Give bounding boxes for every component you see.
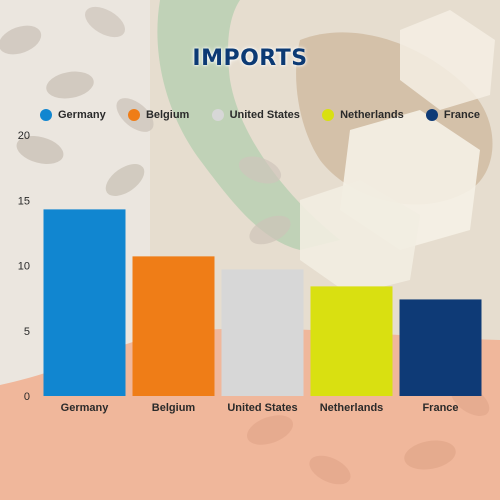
bar-france (399, 299, 482, 396)
y-tick-label: 10 (18, 261, 30, 273)
x-tick-label-france: France (422, 402, 458, 414)
legend-label-netherlands: Netherlands (340, 109, 404, 121)
bar-netherlands (310, 286, 393, 396)
bar-belgium (132, 256, 215, 396)
y-tick-label: 0 (24, 391, 30, 403)
y-tick-label: 5 (24, 326, 30, 338)
legend-item-belgium: Belgium (127, 109, 190, 121)
bar-germany (43, 209, 126, 396)
legend-item-france: France (425, 109, 480, 121)
legend-swatch-belgium (127, 109, 140, 121)
legend-label-belgium: Belgium (145, 109, 190, 121)
legend-label-germany: Germany (58, 109, 106, 121)
x-tick-label-united-states: United States (227, 402, 297, 414)
legend-label-united-states: United States (229, 109, 300, 121)
legend-item-germany: Germany (40, 109, 106, 121)
y-tick-label: 15 (18, 195, 30, 207)
chart-legend: Germany Belgium United States Netherland… (40, 105, 480, 125)
legend-swatch-germany (40, 109, 52, 121)
x-tick-label-netherlands: Netherlands (320, 402, 384, 414)
x-tick-label-germany: Germany (61, 402, 110, 414)
legend-swatch-united-states (211, 109, 224, 121)
y-tick-label: 20 (18, 130, 30, 142)
legend-item-united-states: United States (211, 109, 300, 121)
legend-swatch-netherlands (322, 109, 335, 121)
chart-title: IMPORTS (192, 46, 308, 71)
legend-label-france: France (443, 109, 480, 121)
legend-item-netherlands: Netherlands (322, 109, 404, 121)
x-tick-label-belgium: Belgium (152, 402, 196, 414)
legend-swatch-france (425, 109, 438, 121)
bar-united-states (221, 269, 304, 396)
